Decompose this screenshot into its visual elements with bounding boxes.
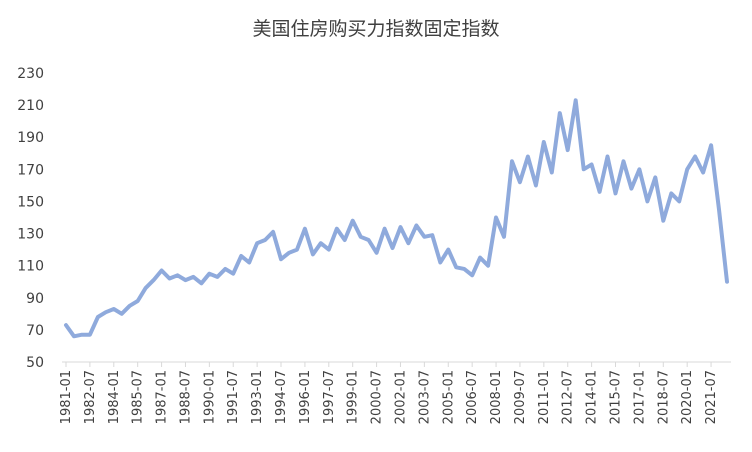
x-tick-label: 2006-07 xyxy=(465,370,480,424)
x-tick-label: 2009-07 xyxy=(513,370,528,424)
chart-title: 美国住房购买力指数固定指数 xyxy=(252,18,500,40)
series-line xyxy=(64,98,729,339)
x-tick-label: 1997-07 xyxy=(322,370,337,424)
x-tick-label: 2018-07 xyxy=(656,370,671,424)
y-tick-label: 230 xyxy=(17,66,44,82)
y-tick-label: 190 xyxy=(17,130,44,146)
x-tick-label: 2011-01 xyxy=(537,370,552,424)
x-tick-label: 2015-07 xyxy=(609,370,624,424)
y-tick-label: 210 xyxy=(17,98,44,114)
x-tick-label: 1999-01 xyxy=(346,370,361,424)
y-tick-label: 150 xyxy=(17,194,44,210)
x-tick-label: 1984-01 xyxy=(107,370,122,424)
x-tick-label: 2017-01 xyxy=(632,370,647,424)
x-tick-label: 2002-01 xyxy=(393,370,408,424)
y-tick-label: 130 xyxy=(17,227,44,243)
x-tick-label: 1988-07 xyxy=(178,370,193,424)
x-tick-label: 1981-01 xyxy=(59,370,74,424)
x-tick-label: 2014-01 xyxy=(585,370,600,424)
x-tick-label: 1996-01 xyxy=(298,370,313,424)
y-tick-label: 70 xyxy=(26,323,44,339)
x-tick-label: 2008-01 xyxy=(489,370,504,424)
x-tick-label: 2020-01 xyxy=(680,370,695,424)
x-tick-label: 1991-07 xyxy=(226,370,241,424)
x-tick-label: 1993-01 xyxy=(250,370,265,424)
x-tick-label: 2012-07 xyxy=(561,370,576,424)
x-tick-label: 2000-07 xyxy=(370,370,385,424)
x-tick-label: 1985-07 xyxy=(131,370,146,424)
x-tick-label: 1982-07 xyxy=(83,370,98,424)
x-tick-label: 2003-07 xyxy=(417,370,432,424)
x-tick-label: 2021-07 xyxy=(704,370,719,424)
x-tick-label: 1994-07 xyxy=(274,370,289,424)
x-tick-label: 2005-01 xyxy=(441,370,456,424)
y-tick-label: 50 xyxy=(26,355,44,371)
y-tick-label: 170 xyxy=(17,162,44,178)
x-tick-label: 1987-01 xyxy=(155,370,170,424)
y-tick-label: 110 xyxy=(17,259,44,275)
y-tick-label: 90 xyxy=(26,291,44,307)
x-tick-label: 1990-01 xyxy=(202,370,217,424)
